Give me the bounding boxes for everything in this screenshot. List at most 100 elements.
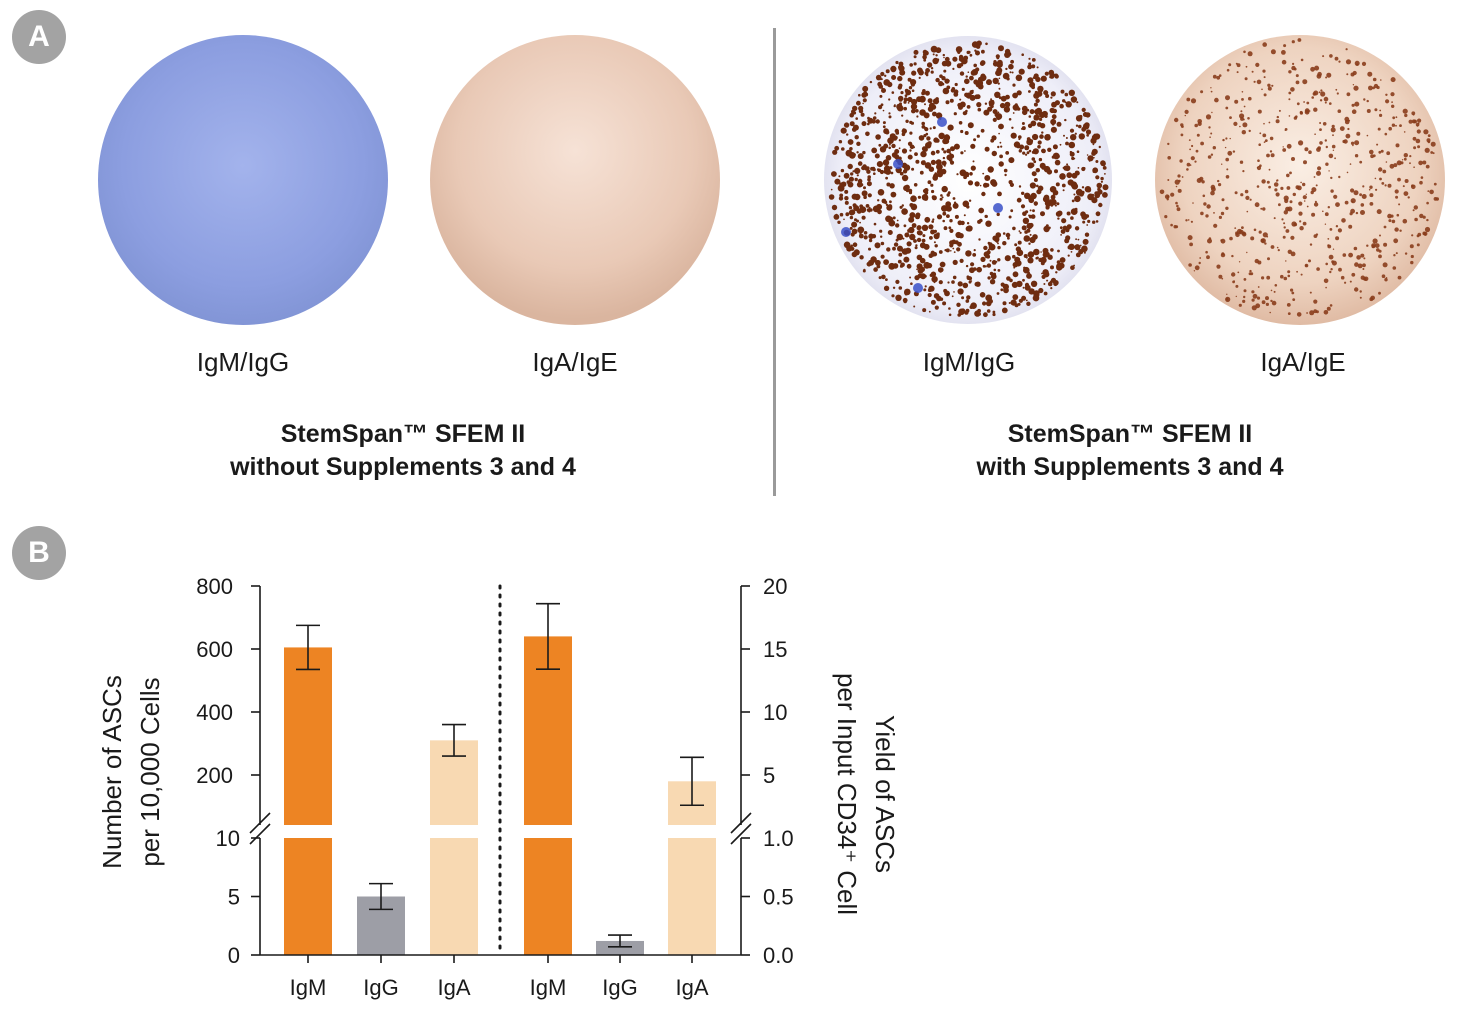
spot-dot xyxy=(1010,59,1014,64)
spot-dot xyxy=(1036,256,1039,260)
spot-dot xyxy=(1275,192,1280,197)
spot-dot xyxy=(1285,229,1290,233)
spot-dot xyxy=(1283,44,1287,48)
spot-dot xyxy=(871,147,878,154)
spot-dot xyxy=(1098,202,1103,208)
spot-dot xyxy=(847,139,854,145)
spot-dot xyxy=(956,302,961,307)
condition-without-line2: without Supplements 3 and 4 xyxy=(230,453,576,481)
spot-dot xyxy=(880,235,883,238)
spot-dot xyxy=(840,127,847,134)
spot-dot xyxy=(973,249,976,252)
spot-dot xyxy=(1376,248,1380,252)
spot-dot xyxy=(939,261,946,268)
spot-dot xyxy=(850,244,853,248)
spot-dot xyxy=(849,226,853,230)
spot-dot xyxy=(883,259,889,265)
spot-dot xyxy=(1328,254,1334,260)
spot-dot xyxy=(1433,197,1438,201)
spot-dot xyxy=(974,281,980,287)
spot-dot xyxy=(890,171,894,175)
spot-dot xyxy=(1427,134,1431,138)
condition-with-line1: StemSpan™ SFEM II xyxy=(1007,420,1253,448)
spot-dot xyxy=(1291,157,1295,161)
spot-dot xyxy=(1261,179,1266,184)
right-tick-label: 15 xyxy=(763,637,787,662)
spot-dot xyxy=(1067,179,1074,186)
spot-dot xyxy=(982,301,987,306)
spot-dot xyxy=(915,244,918,247)
spot-dot xyxy=(1042,195,1050,203)
spot-dot xyxy=(1298,140,1304,146)
spot-dot xyxy=(1257,159,1260,162)
spot-dot xyxy=(1037,140,1042,145)
spot-dot xyxy=(1240,193,1244,197)
spot-dot xyxy=(1027,64,1032,70)
spot-dot xyxy=(1059,103,1064,109)
spot-dot xyxy=(928,102,935,109)
spot-dot xyxy=(1234,99,1239,104)
spot-dot xyxy=(1054,204,1057,207)
spot-dot xyxy=(1359,296,1362,299)
spot-dot xyxy=(1031,58,1036,62)
spot-dot xyxy=(1179,159,1183,163)
spot-dot xyxy=(1265,302,1269,306)
spot-dot xyxy=(952,197,956,200)
spot-dot xyxy=(976,102,982,108)
x-tick-label: IgG xyxy=(363,975,398,1000)
spot-dot xyxy=(1035,107,1043,115)
left-tick-label: 0 xyxy=(228,943,240,968)
spot-dot xyxy=(1418,160,1423,166)
spot-dot xyxy=(903,97,908,102)
spot-dot xyxy=(986,254,991,259)
spot-dot xyxy=(1409,162,1411,165)
spot-dot xyxy=(1083,251,1086,254)
spot-dot xyxy=(1395,252,1398,255)
spot-dot xyxy=(906,241,912,247)
bar xyxy=(284,647,332,955)
well-images xyxy=(98,35,1445,325)
spot-dot xyxy=(1386,151,1391,156)
spot-dot xyxy=(913,183,918,187)
spot-dot xyxy=(989,279,996,285)
spot-dot xyxy=(850,172,854,176)
spot-dot xyxy=(848,209,855,216)
spot-dot xyxy=(854,177,858,182)
spot-dot xyxy=(1300,273,1303,276)
spot-dot xyxy=(945,100,950,105)
spot-dot xyxy=(904,288,911,296)
spot-dot xyxy=(1402,108,1408,114)
spot-dot xyxy=(885,278,888,281)
spot-dot xyxy=(1034,74,1039,80)
spot-dot xyxy=(1192,202,1194,204)
spot-dot xyxy=(866,262,871,266)
spot-dot xyxy=(1085,214,1090,218)
spot-dot xyxy=(1008,118,1012,121)
spot-dot xyxy=(1251,298,1255,302)
spot-dot xyxy=(922,110,925,113)
spot-dot xyxy=(1317,146,1321,150)
spot-dot xyxy=(1018,230,1021,233)
spot-dot xyxy=(1012,226,1016,231)
spot-dot xyxy=(1032,234,1038,240)
spot-dot xyxy=(984,175,991,181)
spot-dot xyxy=(1062,225,1068,231)
spot-dot xyxy=(972,160,975,163)
spot-dot xyxy=(1299,220,1302,223)
spot-dot xyxy=(1066,224,1072,230)
spot-dot xyxy=(1081,186,1085,189)
spot-dot xyxy=(928,167,932,170)
spot-dot xyxy=(948,307,951,310)
spot-dot xyxy=(1040,211,1045,217)
spot-dot xyxy=(1291,40,1295,44)
spot-dot xyxy=(985,220,992,227)
spot-dot xyxy=(1026,273,1032,279)
spot-dot xyxy=(931,276,938,283)
spot-dot xyxy=(1076,101,1079,104)
spot-dot xyxy=(1297,38,1302,42)
spot-dot xyxy=(1100,180,1103,183)
spot-dot xyxy=(1034,90,1038,95)
spot-dot xyxy=(1381,182,1385,185)
spot-dot xyxy=(1248,272,1252,276)
spot-dot xyxy=(1012,254,1016,259)
